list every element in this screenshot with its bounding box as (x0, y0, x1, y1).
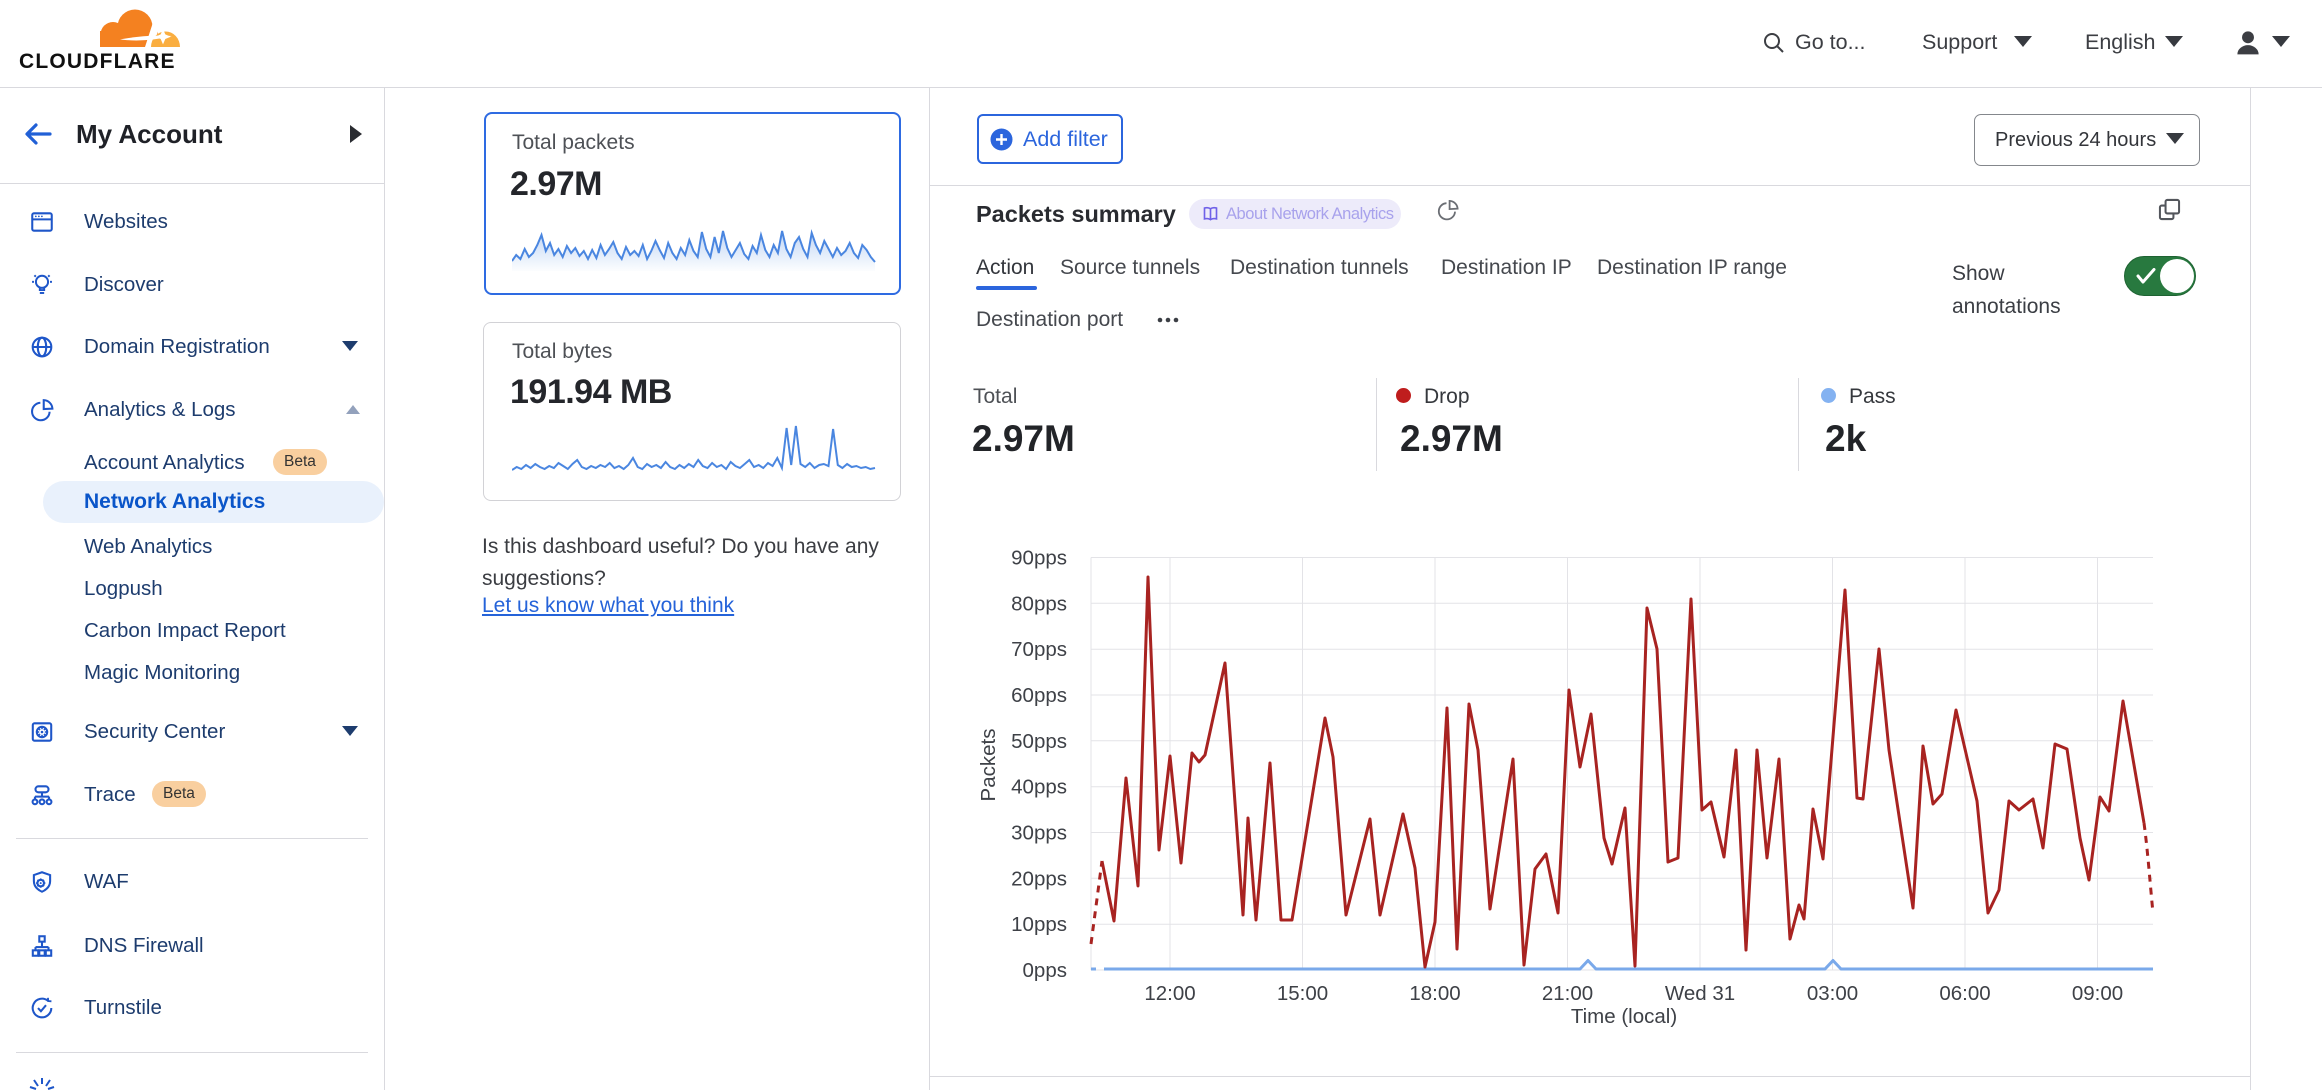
svg-text:70pps: 70pps (1011, 638, 1067, 661)
svg-text:21:00: 21:00 (1542, 982, 1593, 1005)
svg-text:09:00: 09:00 (2072, 982, 2123, 1005)
svg-text:60pps: 60pps (1011, 684, 1067, 707)
svg-text:20pps: 20pps (1011, 867, 1067, 890)
svg-text:Time (local): Time (local) (1571, 1005, 1677, 1028)
svg-text:0pps: 0pps (1023, 959, 1067, 982)
svg-text:Wed 31: Wed 31 (1665, 982, 1735, 1005)
svg-text:80pps: 80pps (1011, 592, 1067, 615)
svg-text:Packets: Packets (977, 729, 1000, 802)
svg-text:30pps: 30pps (1011, 822, 1067, 845)
svg-text:12:00: 12:00 (1144, 982, 1195, 1005)
svg-text:15:00: 15:00 (1277, 982, 1328, 1005)
svg-text:CLOUDFLARE: CLOUDFLARE (19, 50, 176, 73)
svg-text:06:00: 06:00 (1939, 982, 1990, 1005)
svg-text:90pps: 90pps (1011, 547, 1067, 570)
svg-text:03:00: 03:00 (1807, 982, 1858, 1005)
svg-text:18:00: 18:00 (1409, 982, 1460, 1005)
svg-text:40pps: 40pps (1011, 776, 1067, 799)
svg-text:50pps: 50pps (1011, 730, 1067, 753)
svg-text:10pps: 10pps (1011, 913, 1067, 936)
